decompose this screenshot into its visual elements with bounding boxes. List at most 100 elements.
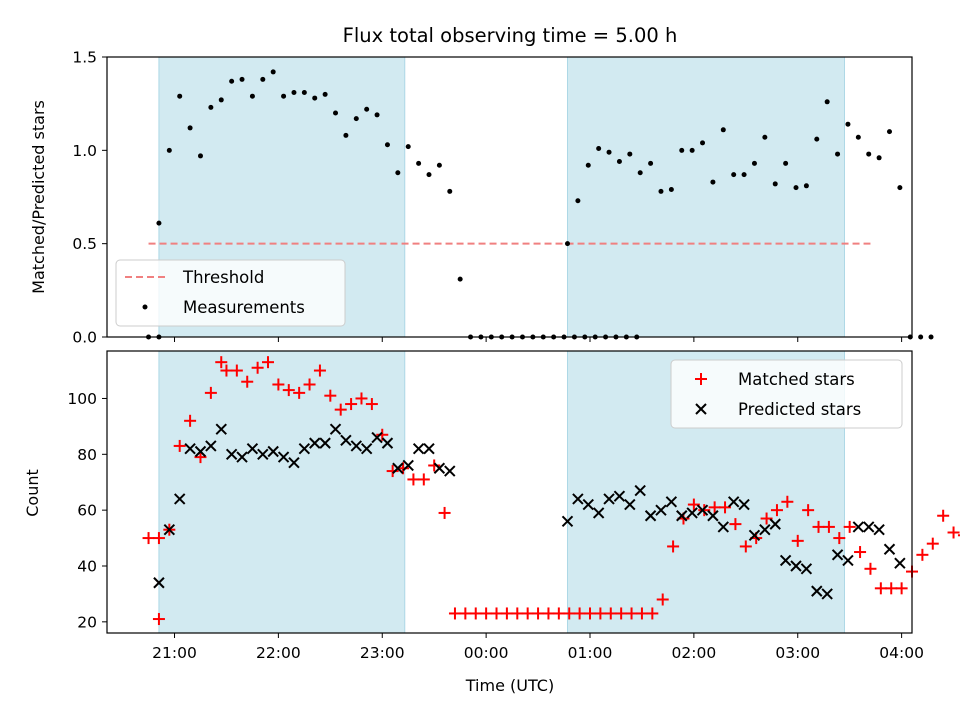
- measurement-point: [741, 172, 747, 178]
- matched-star-point: [833, 532, 846, 545]
- measurement-point: [436, 162, 442, 168]
- matched-star-point: [604, 607, 617, 620]
- y-tick-label: 1.5: [72, 49, 97, 67]
- measurement-point: [855, 134, 861, 140]
- matched-star-point: [739, 540, 752, 553]
- observing-window-2: [566, 56, 845, 338]
- predicted-star-point: [644, 510, 657, 522]
- matched-star-point: [708, 501, 721, 514]
- matched-star-point: [563, 607, 576, 620]
- matched-star-point: [324, 389, 337, 402]
- matched-star-point: [864, 562, 877, 575]
- measurement-point: [803, 183, 809, 189]
- x-tick-label: 03:00: [775, 644, 820, 662]
- predicted-star-point: [236, 451, 248, 463]
- matched-star-point: [215, 356, 228, 369]
- measurement-point: [239, 76, 245, 82]
- measurement-point: [897, 185, 903, 191]
- predicted-star-point: [412, 443, 425, 455]
- predicted-star-point: [883, 543, 896, 555]
- matched-star-point: [781, 495, 794, 508]
- matched-star-point: [262, 356, 274, 369]
- predicted-star-point: [894, 557, 906, 569]
- legend-measurements-swatch: [142, 304, 148, 310]
- top-x-ticks: [174, 337, 903, 342]
- matched-star-point: [313, 364, 326, 377]
- measurement-point: [260, 76, 266, 82]
- measurement-point: [291, 89, 297, 95]
- measurement-point: [886, 129, 892, 135]
- measurement-point: [928, 334, 934, 340]
- matched-star-point: [204, 386, 217, 399]
- predicted-star-point: [686, 507, 698, 519]
- measurement-point: [249, 93, 255, 99]
- y-tick-label: 0.5: [72, 235, 97, 253]
- predicted-star-point: [634, 484, 646, 497]
- measurement-point: [333, 110, 339, 116]
- matched-star-point: [584, 607, 596, 620]
- legend-measurements-label: Measurements: [183, 298, 305, 317]
- matched-star-point: [656, 593, 669, 606]
- matched-star-point: [552, 607, 565, 620]
- predicted-star-point: [225, 448, 238, 461]
- measurement-point: [177, 93, 183, 99]
- matched-star-point: [428, 459, 441, 472]
- measurement-point: [689, 147, 695, 153]
- matched-star-point: [625, 607, 638, 620]
- predicted-star-point: [433, 462, 446, 474]
- predicted-star-point: [769, 518, 781, 530]
- measurement-point: [679, 147, 685, 153]
- matched-star-point: [760, 512, 773, 525]
- measurement-point: [648, 160, 654, 166]
- predicted-star-point: [444, 465, 456, 477]
- x-tick-label: 01:00: [568, 644, 613, 662]
- chart-title: Flux total observing time = 5.00 h: [343, 24, 678, 47]
- legend-threshold-label: Threshold: [182, 268, 264, 287]
- predicted-star-point: [592, 507, 605, 519]
- predicted-star-point: [727, 496, 740, 508]
- measurement-point: [824, 99, 830, 105]
- matched-star-point: [355, 392, 368, 405]
- matched-star-point: [698, 504, 711, 517]
- predicted-star-point: [257, 448, 269, 461]
- matched-star-point: [152, 613, 165, 626]
- measurement-point: [668, 187, 674, 193]
- matched-star-point: [142, 532, 155, 545]
- x-tick-label: 22:00: [256, 644, 301, 662]
- predicted-star-point: [624, 498, 636, 511]
- predicted-star-point: [759, 523, 771, 536]
- predicted-star-point: [779, 554, 792, 567]
- measurement-point: [312, 95, 318, 101]
- x-tick-label: 00:00: [464, 644, 509, 662]
- bottom-x-ticks: 21:00 22:00 23:00 00:00 01:00 02:00 03:00 04:00: [152, 633, 924, 662]
- predicted-star-point: [267, 445, 279, 458]
- predicted-star-point: [603, 493, 615, 505]
- measurement-point: [575, 198, 581, 204]
- measurement-point: [270, 69, 276, 75]
- x-tick-label: 23:00: [360, 644, 405, 662]
- predicted-star-point: [153, 577, 165, 589]
- predicted-star-point: [392, 462, 404, 474]
- predicted-star-point: [831, 549, 844, 561]
- measurement-point: [353, 116, 359, 122]
- matched-star-point: [459, 607, 472, 620]
- top-axes-frame: [106, 56, 913, 338]
- measurement-point: [606, 149, 612, 155]
- predicted-star-point: [821, 588, 833, 600]
- matched-star-point: [241, 375, 254, 388]
- measurement-point: [585, 162, 591, 168]
- measurement-point: [364, 106, 370, 112]
- measurement-point: [866, 151, 872, 157]
- measurement-point: [835, 151, 841, 157]
- measurement-point: [301, 89, 307, 95]
- measurement-point: [700, 140, 706, 146]
- measurement-point: [751, 160, 757, 166]
- predicted-star-point: [707, 510, 719, 522]
- matched-star-point: [802, 504, 815, 517]
- predicted-star-point: [350, 440, 362, 452]
- matched-star-point: [251, 361, 264, 374]
- predicted-star-point: [360, 443, 373, 455]
- predicted-star-point: [402, 459, 414, 472]
- x-tick-label: 21:00: [152, 644, 197, 662]
